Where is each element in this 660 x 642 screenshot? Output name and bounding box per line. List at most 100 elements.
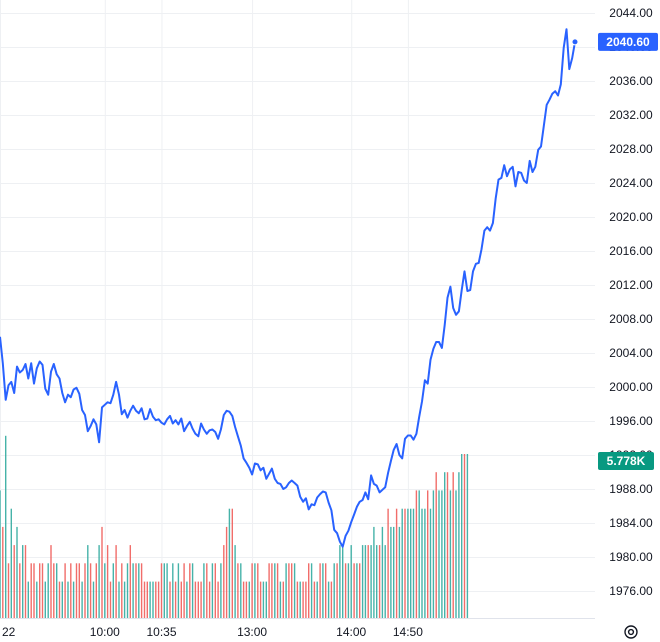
x-tick-label: 13:00 [237,625,267,639]
volume-bar [138,563,140,618]
volume-bar [344,563,347,618]
volume-bar [350,545,352,618]
volume-bar [47,563,49,618]
volume-bar [217,581,219,618]
y-tick-label: 2024.00 [609,176,653,190]
volume-bar [208,581,211,618]
volume-bar [87,545,89,618]
volume-bar [336,563,338,618]
volume-bar [27,581,29,618]
volume-bar [279,581,282,618]
volume-bar [313,581,316,618]
y-tick-label: 2036.00 [609,74,653,88]
volume-bar [183,563,185,618]
volume-bar [106,545,109,618]
volume-bar [41,563,44,618]
volume-bar [407,508,409,618]
volume-bar [200,581,202,618]
volume-bar [211,563,214,618]
volume-bar [370,545,372,618]
volume-bar [446,472,449,618]
y-tick-label: 2044.00 [609,6,653,20]
volume-bar [61,581,63,618]
volume-bar [390,526,392,618]
volume-bar [214,563,216,618]
volume-bar [121,563,123,618]
volume-bar [220,563,222,618]
volume-bar [160,563,163,618]
volume-bar [186,581,188,618]
volume-bar [206,563,208,618]
volume-bar [126,563,129,618]
volume-bar [268,563,270,618]
volume-bar [5,435,7,618]
volume-bar [64,563,66,618]
volume-bar [234,545,236,618]
volume-bar [56,563,58,618]
volume-bar [245,581,248,618]
volume-bar [410,508,412,618]
x-tick-label: 10:35 [146,625,176,639]
volume-bar [461,454,463,618]
volume-bar [115,545,117,618]
volume-bar [10,508,12,618]
volume-bar [163,563,165,618]
volume-bar [353,563,355,618]
volume-bar [458,472,460,618]
volume-bar [36,581,38,618]
volume-bar [438,490,440,618]
volume-bar [231,508,233,618]
volume-bar [361,545,364,618]
price-series [0,28,579,548]
volume-bar [376,545,378,618]
volume-bar [257,563,259,618]
price-line [0,28,576,548]
chart-grid [0,0,595,618]
volume-bar [435,472,437,618]
volume-bar [254,563,256,618]
volume-bar [310,563,313,618]
y-axis: 2044.002040.002036.002032.002028.002024.… [609,6,653,598]
y-tick-label: 1996.00 [609,414,653,428]
volume-bar [455,490,457,618]
volume-bar [387,508,389,618]
last-price-dot [571,38,579,46]
volume-series [0,435,469,618]
volume-bar [432,490,435,618]
volume-bar [72,581,75,618]
volume-bar [123,581,126,618]
volume-bar [305,581,307,618]
volume-bar [308,563,310,618]
volume-bar [285,563,287,618]
volume-bar [429,508,432,618]
y-tick-label: 2020.00 [609,210,653,224]
volume-bar [84,563,86,618]
settings-icon[interactable] [624,625,638,639]
volume-bar [203,563,205,618]
volume-bar [70,563,72,618]
volume-bar [39,563,41,618]
volume-bar [152,581,154,618]
volume-bar [299,581,301,618]
volume-bar [466,454,469,618]
volume-bar [172,563,174,618]
volume-bar [81,581,83,618]
volume-bar [282,581,284,618]
volume-bar [316,581,318,618]
volume-bar [274,563,276,618]
y-tick-label: 2016.00 [609,244,653,258]
volume-bar [327,581,330,618]
volume-bar [384,545,386,618]
volume-bar [333,563,335,618]
volume-bar [381,526,384,618]
volume-bar [225,526,228,618]
volume-bar [427,490,429,618]
volume-bar [319,563,321,618]
volume-bar [75,563,78,618]
volume-bar [24,545,27,618]
volume-bar [262,581,265,618]
volume-bar [157,581,160,618]
volume-bar [98,545,100,618]
last-volume-label: 5.778K [598,452,654,470]
